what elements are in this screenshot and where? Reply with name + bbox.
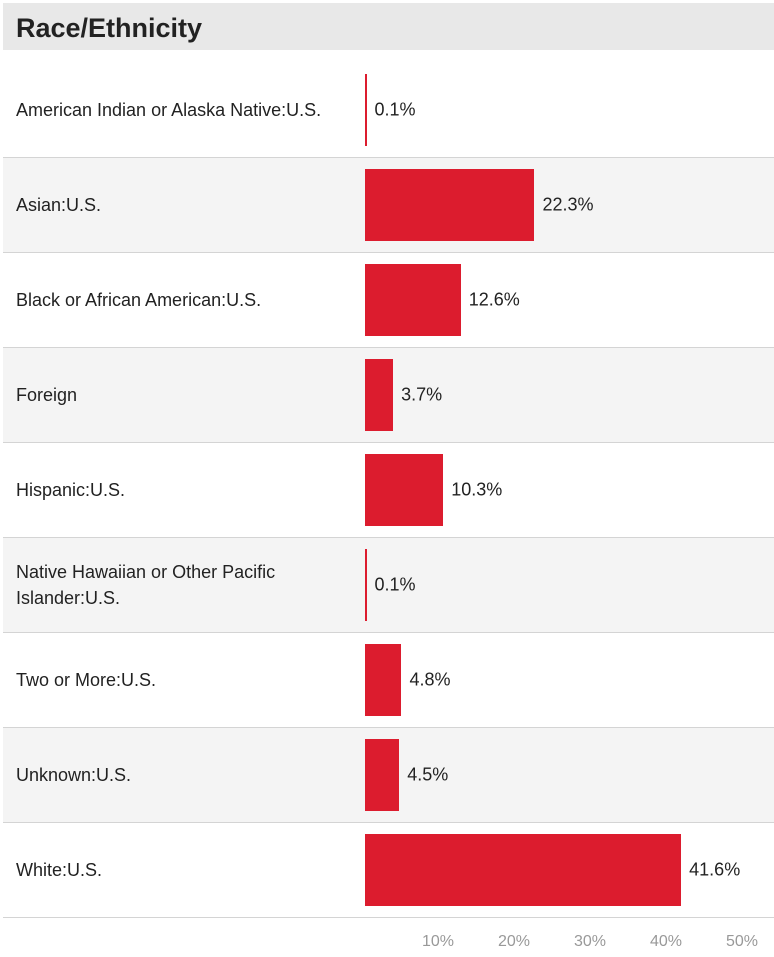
row: Native Hawaiian or Other Pacific Islande… <box>3 538 774 633</box>
value-label: 0.1% <box>374 99 416 120</box>
bar <box>365 644 402 716</box>
bar <box>365 834 682 906</box>
value-label: 41.6% <box>689 859 741 880</box>
bar <box>365 169 535 241</box>
category-label: White:U.S. <box>16 860 103 880</box>
category-label: Hispanic:U.S. <box>16 480 126 500</box>
bar <box>365 739 400 811</box>
value-label: 10.3% <box>451 479 503 500</box>
value-label: 3.7% <box>401 384 443 405</box>
category-label: Foreign <box>16 385 78 405</box>
category-label: Black or African American:U.S. <box>16 290 262 310</box>
chart-title: Race/Ethnicity <box>16 13 203 43</box>
bar <box>365 549 367 621</box>
x-tick-label: 30% <box>573 933 607 950</box>
category-label: American Indian or Alaska Native:U.S. <box>16 100 322 120</box>
x-tick-label: 50% <box>725 933 759 950</box>
bar <box>365 454 444 526</box>
category-label: Asian:U.S. <box>16 195 102 215</box>
title-bar: Race/Ethnicity <box>3 3 774 50</box>
value-label: 22.3% <box>542 194 594 215</box>
x-tick-label: 40% <box>649 933 683 950</box>
x-tick-label: 20% <box>497 933 531 950</box>
bar <box>365 74 367 146</box>
x-tick-label: 10% <box>421 933 455 950</box>
bar <box>365 264 461 336</box>
category-label: Unknown:U.S. <box>16 765 132 785</box>
bar <box>365 359 394 431</box>
category-label: Native Hawaiian or Other Pacific Islande… <box>16 562 276 608</box>
value-label: 0.1% <box>374 574 416 595</box>
value-label: 4.8% <box>409 669 451 690</box>
row: American Indian or Alaska Native:U.S. <box>3 63 774 158</box>
category-label: Two or More:U.S. <box>16 670 157 690</box>
value-label: 12.6% <box>468 289 520 310</box>
value-label: 4.5% <box>407 764 449 785</box>
